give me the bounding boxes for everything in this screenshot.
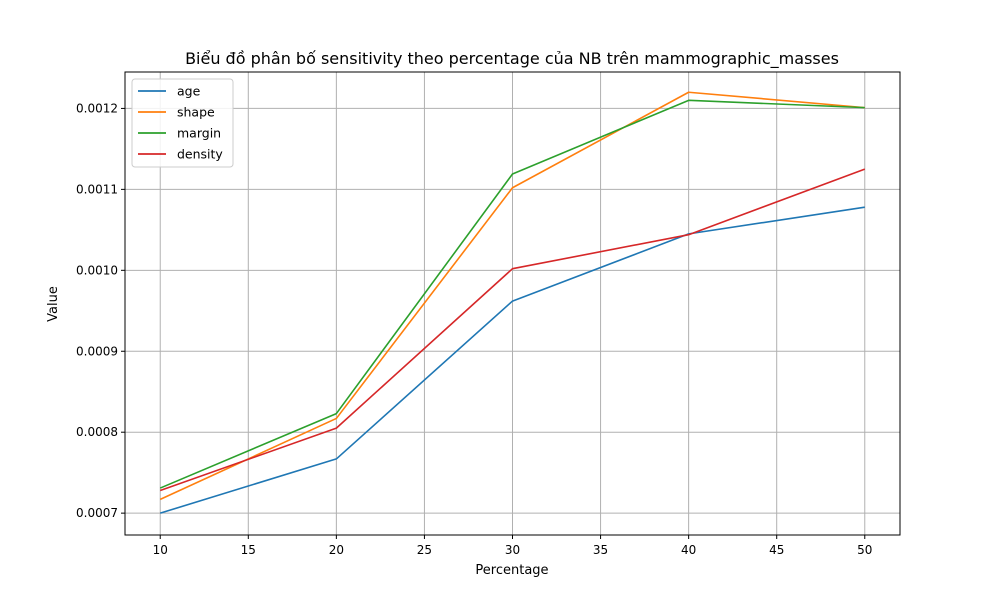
legend-label-margin: margin [177,126,221,141]
x-tick-label: 15 [241,543,256,557]
y-tick-label: 0.0007 [76,506,118,520]
series-line-density [159,168,866,492]
chart-title: Biểu đồ phân bố sensitivity theo percent… [185,49,839,69]
series-line-margin [159,99,865,489]
legend: age shape margin density [131,78,234,168]
y-tick-label: 0.0008 [76,425,118,439]
x-tick-label: 25 [417,543,432,557]
x-tick-label: 35 [593,543,608,557]
x-tick-label: 40 [681,543,696,557]
series-line-shape [159,91,865,501]
x-axis-ticks: 10 15 20 25 30 35 40 45 50 [153,535,872,557]
x-tick-label: 45 [769,543,784,557]
legend-label-shape: shape [177,105,215,120]
x-tick-label: 20 [329,543,344,557]
y-tick-label: 0.0012 [76,101,118,115]
y-tick-label: 0.0009 [76,344,118,358]
legend-label-age: age [177,84,201,99]
x-tick-label: 50 [857,543,872,557]
y-axis-ticks: 0.0007 0.0008 0.0009 0.0010 0.0011 0.0012 [76,101,125,520]
y-axis-label: Value [46,286,61,322]
series-lines [159,91,866,514]
legend-box [131,78,234,168]
grid [125,72,900,535]
x-axis-label: Percentage [475,563,548,578]
legend-label-density: density [177,147,223,162]
series-line-age [159,206,865,514]
x-tick-label: 30 [505,543,520,557]
x-tick-label: 10 [153,543,168,557]
y-tick-label: 0.0011 [76,182,118,196]
y-tick-label: 0.0010 [76,263,118,277]
